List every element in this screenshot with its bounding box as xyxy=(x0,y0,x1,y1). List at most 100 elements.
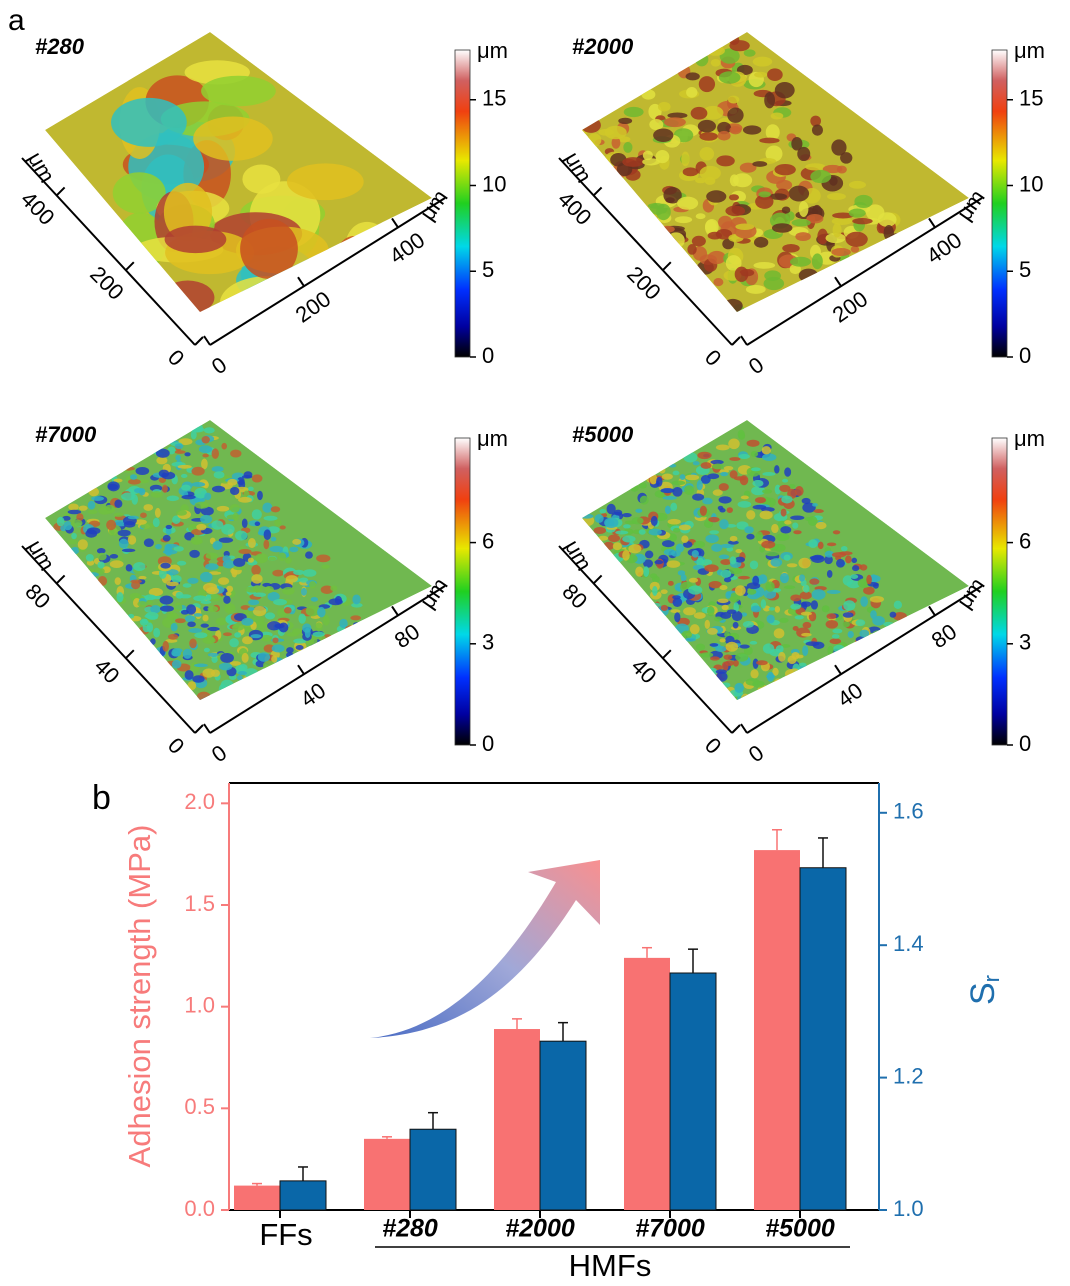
surface-texture xyxy=(831,248,851,257)
surface-texture xyxy=(702,105,724,120)
surface-texture xyxy=(203,582,218,592)
surface-texture xyxy=(209,593,222,602)
surface-texture xyxy=(234,632,242,638)
surface-texture xyxy=(263,529,272,541)
surface-texture xyxy=(855,643,862,649)
surface-texture xyxy=(220,679,234,691)
surface-tick-label: 40 xyxy=(626,654,661,689)
colorbar xyxy=(991,437,1008,746)
surface-tick xyxy=(391,217,399,228)
surface-texture xyxy=(259,680,270,691)
surface-texture xyxy=(240,218,298,279)
surface-texture xyxy=(897,254,912,264)
surface-texture xyxy=(358,667,371,674)
surface-texture xyxy=(783,585,796,590)
surface-texture xyxy=(114,577,121,586)
surface-texture xyxy=(650,573,658,579)
surface-texture xyxy=(169,612,178,619)
surface-texture xyxy=(918,662,925,671)
surface-texture xyxy=(826,570,833,578)
surface-texture xyxy=(897,655,910,662)
surface-texture xyxy=(666,560,681,568)
colorbar-tick-label: 10 xyxy=(482,171,506,196)
surface-texture xyxy=(725,255,742,272)
surface-texture xyxy=(706,627,718,635)
colorbar-label: μm xyxy=(1014,38,1045,63)
surface-texture xyxy=(890,629,904,635)
surface-texture xyxy=(623,141,633,153)
surface-texture xyxy=(284,685,292,696)
surface-texture xyxy=(182,583,192,588)
surface-texture xyxy=(221,523,235,535)
surface-texture xyxy=(268,556,277,561)
surface-texture xyxy=(305,605,320,617)
surface-texture xyxy=(611,136,621,149)
surface-texture xyxy=(774,484,781,495)
surface-texture xyxy=(945,282,956,296)
surface-texture xyxy=(267,591,280,602)
surface-texture xyxy=(87,500,96,510)
surface-texture xyxy=(861,647,869,659)
y2-tick-label: 1.6 xyxy=(893,799,924,824)
surface-texture xyxy=(87,572,100,577)
surface-texture xyxy=(859,564,868,571)
surface-texture xyxy=(775,533,790,541)
surface-texture xyxy=(708,516,720,523)
surface-texture xyxy=(707,250,726,265)
surface-texture xyxy=(159,595,174,605)
surface-texture xyxy=(753,262,776,269)
surface-texture xyxy=(832,212,854,219)
surface-texture xyxy=(719,48,740,64)
surface-texture xyxy=(643,559,654,568)
surface-texture xyxy=(877,292,890,299)
surface-texture xyxy=(770,558,783,567)
surface-texture xyxy=(810,169,832,184)
surface-texture xyxy=(853,643,868,648)
surface-texture xyxy=(733,659,739,667)
surface-texture xyxy=(765,145,783,162)
surface-texture xyxy=(660,589,668,595)
surface-texture xyxy=(241,652,249,663)
surface-texture xyxy=(794,486,804,497)
surface-texture xyxy=(800,601,812,607)
surface-texture xyxy=(299,577,309,583)
surface-texture xyxy=(615,530,629,535)
surface-texture xyxy=(700,462,712,469)
surface-texture xyxy=(889,611,897,618)
surface-texture xyxy=(123,466,135,471)
surface-texture xyxy=(907,288,925,301)
surface-texture xyxy=(614,509,623,516)
surface-texture xyxy=(798,200,809,217)
surface-texture xyxy=(729,125,742,135)
surface-texture xyxy=(909,642,916,654)
surface-texture xyxy=(274,519,282,527)
surface-texture xyxy=(109,554,119,559)
surface-texture xyxy=(825,655,833,663)
surface-texture xyxy=(257,652,271,662)
surface-texture xyxy=(746,533,755,540)
surface-texture xyxy=(916,669,926,678)
surface-texture xyxy=(401,660,413,668)
surface-texture xyxy=(243,471,253,479)
surface-texture xyxy=(680,574,687,582)
surface-texture xyxy=(760,599,767,609)
surface-texture xyxy=(171,575,182,583)
y-tick-label: 0.0 xyxy=(184,1196,215,1221)
surface-texture xyxy=(746,510,756,520)
surface-texture xyxy=(255,685,261,695)
surface-texture xyxy=(755,194,774,209)
surface-texture xyxy=(134,519,147,525)
surface-texture xyxy=(241,636,253,645)
surface-texture xyxy=(798,557,811,569)
surface-texture xyxy=(238,549,252,555)
surface-texture xyxy=(706,190,727,203)
surface-texture xyxy=(831,217,853,226)
surface-texture xyxy=(604,517,619,528)
surface-texture xyxy=(198,445,213,454)
surface-texture xyxy=(832,530,841,535)
surface-texture xyxy=(791,219,811,227)
surface-texture xyxy=(263,644,275,653)
surface-texture xyxy=(693,540,706,548)
surface-texture xyxy=(672,595,681,600)
surface-texture xyxy=(877,212,897,227)
